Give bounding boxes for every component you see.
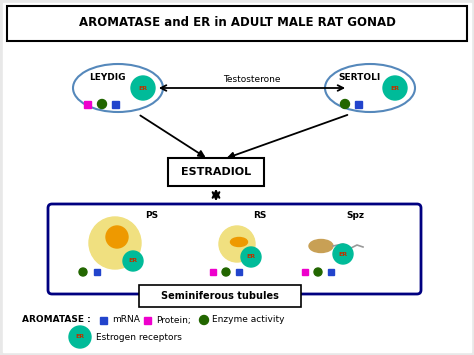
Text: ER: ER — [138, 86, 147, 91]
Text: Enzyme activity: Enzyme activity — [212, 316, 284, 324]
Circle shape — [69, 326, 91, 348]
Text: AROMATASE and ER in ADULT MALE RAT GONAD: AROMATASE and ER in ADULT MALE RAT GONAD — [79, 16, 395, 29]
Bar — [302, 269, 308, 275]
Bar — [94, 269, 100, 275]
Circle shape — [79, 268, 87, 276]
Text: Protein;: Protein; — [156, 316, 191, 324]
Circle shape — [340, 99, 349, 109]
Text: LEYDIG: LEYDIG — [89, 73, 125, 82]
Text: ER: ER — [246, 255, 255, 260]
Bar — [356, 100, 363, 108]
Bar — [84, 100, 91, 108]
Text: Spz: Spz — [346, 211, 364, 219]
Ellipse shape — [73, 64, 163, 112]
Text: ESTRADIOL: ESTRADIOL — [181, 167, 251, 177]
FancyBboxPatch shape — [48, 204, 421, 294]
Text: AROMATASE :: AROMATASE : — [22, 316, 91, 324]
Bar — [100, 317, 108, 323]
Text: Estrogen receptors: Estrogen receptors — [96, 333, 182, 342]
Circle shape — [219, 226, 255, 262]
Ellipse shape — [230, 237, 247, 246]
Circle shape — [98, 99, 107, 109]
Circle shape — [200, 316, 209, 324]
Text: Seminiferous tubules: Seminiferous tubules — [161, 291, 279, 301]
Circle shape — [222, 268, 230, 276]
Circle shape — [314, 268, 322, 276]
Text: ER: ER — [128, 258, 137, 263]
FancyBboxPatch shape — [168, 158, 264, 186]
Circle shape — [131, 76, 155, 100]
Bar — [112, 100, 119, 108]
Text: ER: ER — [75, 334, 84, 339]
Text: SERTOLI: SERTOLI — [339, 73, 381, 82]
Ellipse shape — [309, 240, 333, 252]
Bar — [236, 269, 242, 275]
Text: RS: RS — [253, 211, 267, 219]
FancyBboxPatch shape — [139, 285, 301, 307]
Circle shape — [89, 217, 141, 269]
Text: ER: ER — [391, 86, 400, 91]
Circle shape — [123, 251, 143, 271]
Circle shape — [241, 247, 261, 267]
FancyBboxPatch shape — [7, 6, 467, 41]
Circle shape — [106, 226, 128, 248]
Bar — [210, 269, 216, 275]
Text: PS: PS — [146, 211, 159, 219]
Ellipse shape — [325, 64, 415, 112]
Text: ER: ER — [338, 251, 347, 257]
Circle shape — [383, 76, 407, 100]
Circle shape — [333, 244, 353, 264]
Bar — [145, 317, 152, 323]
Bar — [328, 269, 334, 275]
Text: Testosterone: Testosterone — [223, 76, 281, 84]
Text: mRNA: mRNA — [112, 316, 140, 324]
